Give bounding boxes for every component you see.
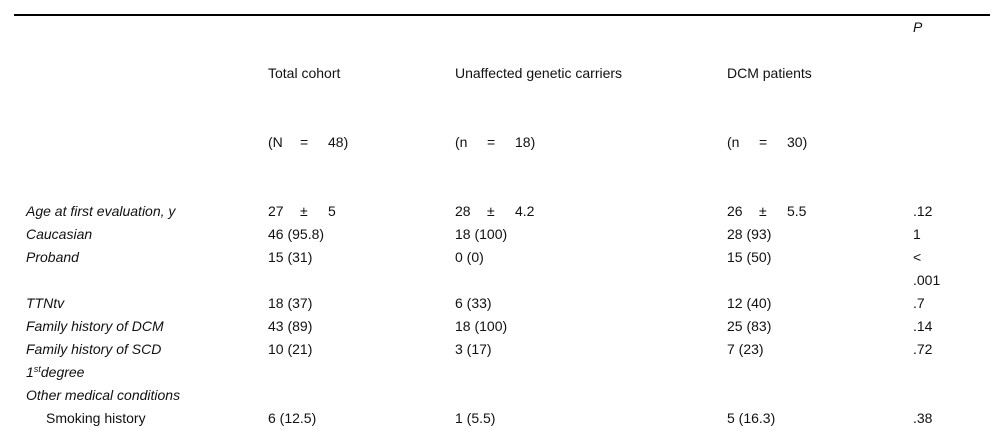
table-cell: 46 (95.8) (268, 226, 325, 242)
header-col-unaffected-carriers: Unaffected genetic carriers (n = 18) (455, 16, 727, 200)
table-cell: 18 (37) (268, 295, 313, 311)
p-value-cell: .12 (913, 203, 933, 219)
table-body: Age at first evaluation, y 27 ±5 28 ±4.2 26 ±5… (26, 200, 990, 430)
p-value-cell: < .001 (913, 249, 941, 288)
table-cell: 15 (31) (268, 249, 313, 265)
table-cell: 18 (100) (455, 318, 508, 334)
table-cell: 5 (16.3) (727, 410, 776, 426)
table-cell: 15 (50) (727, 249, 772, 265)
header-col-dcm-patients: DCM patients (n = 30) (727, 16, 913, 200)
table-cell: 43 (89) (268, 318, 313, 334)
table-cell: 1 (5.5) (455, 410, 496, 426)
table-cell: 28 (93) (727, 226, 772, 242)
column-title: Total cohort (268, 65, 341, 81)
table-cell: 6 (33) (455, 295, 492, 311)
table-cell: 25 (83) (727, 318, 772, 334)
table-top-rule (14, 14, 990, 16)
table-cell: 27 ±5 (268, 203, 336, 219)
table-row: Proband 15 (31) 0 (0) 15 (50) < .001 (26, 246, 990, 292)
table-row: Caucasian 46 (95.8) 18 (100) 28 (93) 1 (26, 223, 990, 246)
column-n: (N = 48) (268, 134, 349, 150)
table-cell: 6 (12.5) (268, 410, 317, 426)
row-label: Family history of SCD 1stdegree (26, 341, 162, 380)
header-col-p: P (913, 19, 923, 35)
row-label: Family history of DCM (26, 318, 164, 334)
table-row: Family history of SCD 1stdegree 10 (21) 3 (… (26, 338, 990, 384)
column-title: Unaffected genetic carriers (455, 65, 623, 81)
table-row: Other medical conditions (26, 384, 990, 407)
column-title: DCM patients (727, 65, 812, 81)
table-cell: 0 (0) (455, 249, 484, 265)
row-label: TTNtv (26, 295, 65, 311)
row-label: Smoking history (46, 410, 146, 426)
p-value-cell: 1 (913, 226, 921, 242)
row-label: Caucasian (26, 226, 93, 242)
column-n: (n = 18) (455, 134, 536, 150)
table-cell: 12 (40) (727, 295, 772, 311)
table-cell: 26 ±5.5 (727, 203, 807, 219)
p-value-cell: .7 (913, 295, 925, 311)
table-cell: 10 (21) (268, 341, 313, 357)
p-value-cell: .14 (913, 318, 933, 334)
header-col-total-cohort: Total cohort (N = 48) (268, 16, 455, 200)
column-n: (n = 30) (727, 134, 808, 150)
table-header-row: Total cohort (N = 48) Unaffected genetic c… (26, 16, 990, 200)
row-label: Age at first evaluation, y (26, 203, 176, 219)
table-cell: 3 (17) (455, 341, 492, 357)
table-row: TTNtv 18 (37) 6 (33) 12 (40) .7 (26, 292, 990, 315)
row-label: Proband (26, 249, 79, 265)
p-value-cell: .38 (913, 410, 933, 426)
table-cell: 7 (23) (727, 341, 764, 357)
table-cell: 28 ±4.2 (455, 203, 535, 219)
table-row: Smoking history 6 (12.5) 1 (5.5) 5 (16.3) .3… (26, 407, 990, 430)
row-label: Other medical conditions (26, 387, 181, 403)
table-row: Age at first evaluation, y 27 ±5 28 ±4.2 26 ±5… (26, 200, 990, 223)
p-value-cell: .72 (913, 341, 933, 357)
table-cell: 18 (100) (455, 226, 508, 242)
characteristics-table: Total cohort (N = 48) Unaffected genetic c… (0, 16, 1000, 430)
table-row: Family history of DCM 43 (89) 18 (100) 25 (… (26, 315, 990, 338)
